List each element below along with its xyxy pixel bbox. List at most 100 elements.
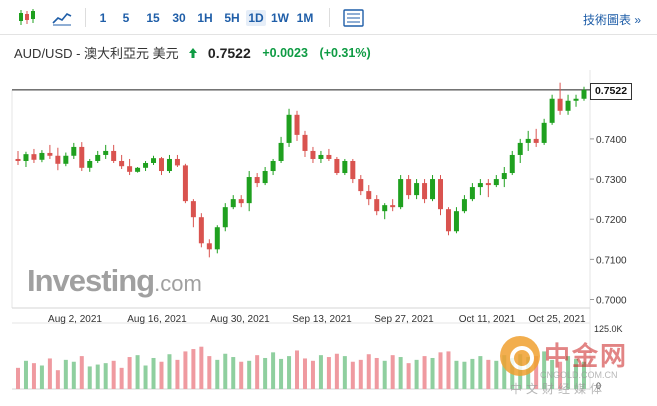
volume-bar: [63, 359, 68, 389]
candle-body: [477, 183, 483, 188]
candle-body: [350, 160, 356, 180]
period-30[interactable]: 30: [172, 11, 186, 25]
volume-bar: [143, 365, 148, 389]
volume-bar: [31, 363, 36, 389]
volume-bar: [542, 351, 547, 389]
volume-bar: [79, 356, 84, 389]
volume-max-label: 125.0K: [594, 324, 623, 334]
volume-bar: [23, 360, 28, 389]
volume-bar: [398, 357, 403, 389]
volume-bar: [263, 357, 268, 389]
candlestick-chart[interactable]: 0.7400 0.7300 0.7200 0.7100 0.7000 Aug 2, 202…: [0, 70, 657, 406]
candle-body: [222, 207, 228, 228]
volume-bar: [175, 359, 180, 389]
volume-bar: [326, 357, 331, 389]
candle-body: [382, 205, 388, 212]
candle-body: [358, 179, 364, 192]
x-tick-label: Sep 27, 2021: [374, 314, 434, 325]
candle-body: [63, 155, 69, 164]
candle-body: [270, 160, 276, 172]
volume-bar: [47, 358, 52, 389]
period-1h[interactable]: 1H: [197, 11, 213, 25]
candle-body: [342, 160, 348, 174]
candlestick-icon[interactable]: [17, 9, 37, 26]
candle-body: [151, 158, 157, 163]
period-15[interactable]: 15: [146, 11, 160, 25]
x-tick-label: Sep 13, 2021: [292, 314, 352, 325]
candle-body: [278, 142, 284, 161]
candle-body: [198, 217, 204, 244]
volume-bar: [247, 360, 252, 389]
volume-bar: [406, 363, 411, 389]
candle-body: [390, 205, 396, 208]
volume-bar: [366, 354, 371, 389]
candle-body: [95, 154, 101, 161]
period-5h[interactable]: 5H: [224, 11, 240, 25]
volume-bar: [295, 350, 300, 389]
volume-bar: [302, 358, 307, 389]
volume-bar: [279, 358, 284, 389]
volume-bar: [310, 360, 315, 389]
area-chart-icon[interactable]: [52, 9, 72, 26]
volume-bar: [478, 356, 483, 389]
period-1w[interactable]: 1W: [271, 11, 289, 25]
volume-bar: [239, 361, 244, 389]
quote-header: AUD/USD - 澳大利亞元 美元 0.7522 +0.0023 (+0.31…: [14, 43, 371, 63]
candle-body: [39, 152, 45, 160]
candle-body: [135, 167, 141, 172]
candle-body: [31, 154, 37, 160]
candle-body: [501, 173, 507, 180]
candle-body: [541, 122, 547, 143]
period-1m[interactable]: 1M: [296, 11, 314, 25]
volume-bar: [374, 357, 379, 389]
candle-body: [190, 201, 196, 218]
volume-bar: [215, 359, 220, 389]
candle-body: [581, 89, 587, 99]
x-tick-label: Oct 11, 2021: [459, 314, 516, 325]
candle-body: [461, 199, 467, 212]
volume-bar: [558, 361, 563, 389]
volume-bar: [95, 364, 100, 389]
y-tick-label: 0.7400: [596, 135, 627, 146]
cngold-logo-icon: [500, 336, 540, 376]
volume-bar: [470, 358, 475, 389]
cngold-watermark: 中金网 CNGOLD.COM.CN 中文财经媒体: [498, 334, 646, 404]
candle-body: [326, 154, 332, 159]
volume-bar: [430, 357, 435, 389]
candle-body: [549, 98, 555, 123]
volume-bar: [151, 357, 156, 389]
x-tick-label: Aug 16, 2021: [127, 314, 187, 325]
candle-body: [206, 243, 212, 250]
candle-body: [445, 209, 451, 232]
volume-bar: [271, 352, 276, 389]
candle-body: [119, 160, 125, 167]
up-arrow-icon: [189, 47, 198, 58]
technical-chart-link[interactable]: 技術圖表 »: [582, 13, 641, 27]
candle-body: [294, 114, 300, 135]
period-1d[interactable]: 1D: [246, 10, 266, 26]
candle-body: [422, 183, 428, 200]
volume-bar: [207, 356, 212, 389]
candle-body: [398, 179, 404, 208]
x-tick-label: Aug 30, 2021: [210, 314, 270, 325]
volume-bar: [390, 355, 395, 389]
period-1[interactable]: 1: [99, 11, 107, 25]
volume-bar: [582, 361, 586, 389]
candle-body: [246, 177, 252, 204]
candle-body: [310, 150, 316, 159]
volume-bar: [574, 358, 579, 389]
volume-bar: [167, 354, 172, 389]
candle-body: [286, 114, 292, 143]
period-5[interactable]: 5: [122, 11, 130, 25]
candle-body: [430, 179, 436, 200]
candle-body: [438, 179, 444, 210]
volume-bar: [231, 357, 236, 389]
candle-body: [166, 158, 172, 172]
y-tick-label: 0.7300: [596, 175, 627, 186]
indicators-icon[interactable]: [343, 9, 364, 27]
volume-bar: [358, 359, 363, 389]
candle-body: [374, 199, 380, 212]
volume-bar: [486, 359, 491, 389]
volume-bar: [334, 353, 339, 389]
candle-body: [79, 146, 85, 168]
